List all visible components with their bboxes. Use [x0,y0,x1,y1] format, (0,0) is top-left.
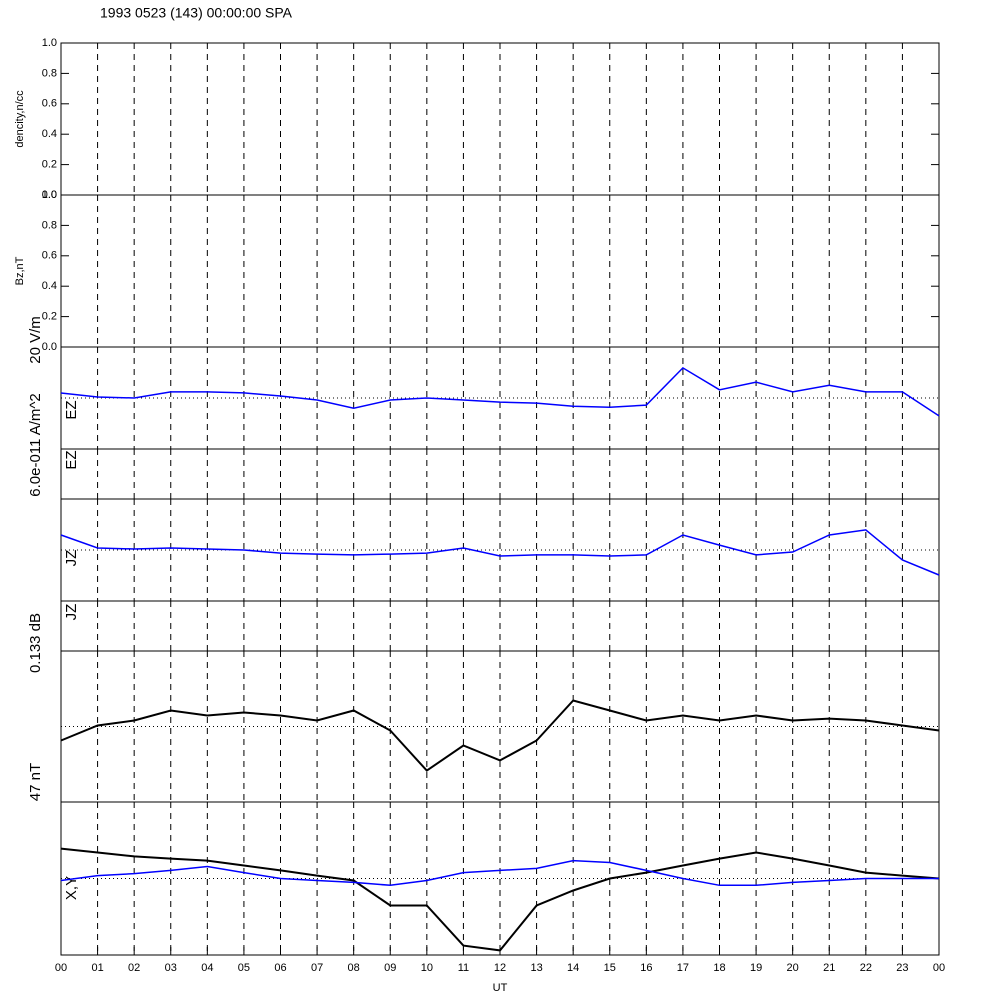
data-line [60,699,940,772]
x-tick-label: 22 [860,962,872,974]
x-tick-label: 17 [677,962,689,974]
scale-label: 0.133 dB [27,613,44,673]
scale-label: 20 V/m [27,316,44,364]
x-tick-label: 18 [713,962,725,974]
x-tick-label: 14 [567,962,579,974]
x-axis-label: UT [493,982,508,994]
y-axis-label: JZ [63,604,80,621]
y-tick-label: 0.2 [42,311,57,323]
y-axis-label: X,Y [63,876,80,900]
y-tick-label: 1.0 [42,189,57,201]
data-line [60,529,940,576]
x-tick-label: 04 [201,962,213,974]
data-line [60,366,940,417]
x-tick-label: 06 [274,962,286,974]
y-axis-label: dencity,n/cc [14,90,26,148]
x-tick-label: 10 [421,962,433,974]
y-tick-label: 0.4 [42,280,57,292]
x-tick-label: 21 [823,962,835,974]
x-tick-label: 08 [348,962,360,974]
y-tick-label: 0.0 [42,341,57,353]
y-tick-label: 0.6 [42,98,57,110]
x-tick-label: 15 [604,962,616,974]
y-tick-label: 0.2 [42,159,57,171]
x-tick-label: 20 [787,962,799,974]
x-tick-label: 01 [91,962,103,974]
y-axis-label: EZ [63,450,80,469]
x-tick-label: 00 [55,962,67,974]
x-tick-label: 23 [896,962,908,974]
y-axis-label: EZ [63,400,80,419]
x-tick-label: 19 [750,962,762,974]
x-tick-label: 16 [640,962,652,974]
y-axis-label: JZ [63,550,80,567]
x-tick-label: 00 [933,962,945,974]
y-tick-label: 0.0 [42,189,57,201]
x-tick-label: 09 [384,962,396,974]
x-tick-label: 11 [458,962,469,974]
y-axis-label: Bz,nT [14,256,26,285]
x-tick-label: 12 [494,962,506,974]
scale-label: 6.0e-011 A/m^2 [27,393,44,497]
data-line [60,859,939,887]
x-tick-label: 13 [530,962,542,974]
y-tick-label: 0.8 [42,67,57,79]
x-tick-label: 03 [165,962,177,974]
y-tick-label: 0.4 [42,128,57,140]
scale-label: 47 nT [27,763,44,801]
x-tick-label: 07 [311,962,323,974]
x-tick-label: 02 [128,962,140,974]
y-tick-label: 0.8 [42,219,57,231]
x-tick-label: 05 [238,962,250,974]
y-tick-label: 0.6 [42,250,57,262]
chart-title: 1993 0523 (143) 00:00:00 SPA [100,5,293,21]
y-tick-label: 1.0 [42,37,57,49]
